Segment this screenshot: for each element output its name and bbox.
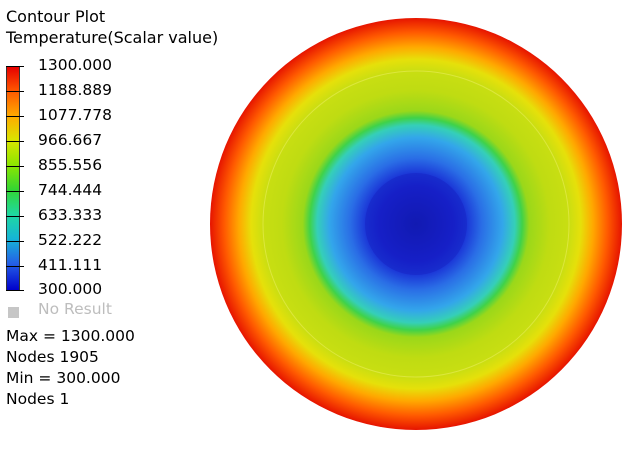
legend-label: 411.111 — [38, 256, 103, 274]
temperature-field-disk — [210, 18, 622, 430]
no-result-swatch — [8, 307, 19, 318]
legend-label: 633.333 — [38, 206, 103, 224]
no-result-label: No Result — [38, 300, 112, 318]
legend-label: 855.556 — [38, 156, 103, 174]
legend-tick — [6, 91, 24, 92]
result-stats: Max = 1300.000 Nodes 1905 Min = 300.000 … — [6, 326, 135, 410]
min-value: Min = 300.000 — [6, 369, 121, 387]
legend-tick — [6, 266, 24, 267]
legend-label: 522.222 — [38, 231, 103, 249]
max-value: Max = 1300.000 — [6, 327, 135, 345]
legend-tick — [6, 216, 24, 217]
cold-core — [365, 173, 467, 275]
legend-tick — [6, 241, 24, 242]
plot-header: Contour Plot Temperature(Scalar value) — [6, 6, 218, 48]
contour-ring — [262, 70, 570, 378]
legend-tick — [6, 141, 24, 142]
color-bar — [6, 66, 20, 291]
legend-tick — [6, 191, 24, 192]
legend-tick — [6, 166, 24, 167]
legend-label: 966.667 — [38, 131, 103, 149]
legend: 1300.000 1188.889 1077.778 966.667 855.5… — [6, 56, 226, 318]
legend-label: 1300.000 — [38, 56, 112, 74]
plot-title: Contour Plot — [6, 7, 106, 26]
legend-tick — [6, 290, 24, 291]
legend-label: 300.000 — [38, 280, 103, 298]
legend-tick — [6, 116, 24, 117]
legend-tick — [6, 66, 24, 67]
min-nodes: Nodes 1 — [6, 390, 70, 408]
plot-subtitle: Temperature(Scalar value) — [6, 28, 219, 47]
legend-label: 1188.889 — [38, 81, 112, 99]
legend-label: 744.444 — [38, 181, 103, 199]
contour-plot-viewport[interactable] — [200, 10, 640, 450]
max-nodes: Nodes 1905 — [6, 348, 99, 366]
legend-label: 1077.778 — [38, 106, 112, 124]
